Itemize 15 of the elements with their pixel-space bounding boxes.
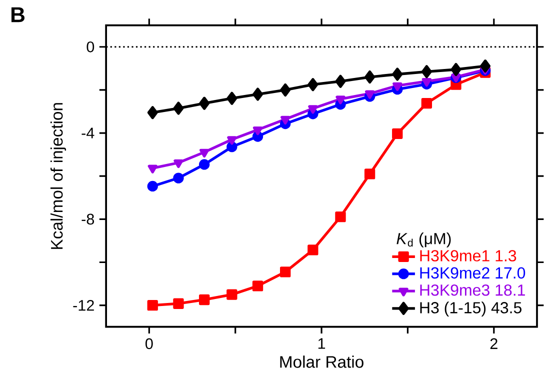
x-tick-label: 1 [318, 338, 326, 350]
y-tick-label: -12 [73, 300, 94, 311]
legend-label: H3K9me1 1.3 [420, 250, 516, 262]
x-tick-label: 0 [146, 338, 153, 350]
y-tick-label: 0 [86, 42, 94, 53]
x-tick-label: 2 [490, 338, 498, 350]
chart-title: B [11, 8, 24, 22]
legend-title: K$_{d}$ (μM) [396, 232, 451, 248]
y-tick-label: -4 [82, 128, 94, 139]
x-axis-title: Molar Ratio [280, 356, 364, 368]
legend-label: H3K9me2 17.0 [420, 267, 526, 279]
y-axis-title: Kcal/mol of injection [50, 103, 66, 250]
legend-label: H3 (1-15) 43.5 [420, 302, 522, 317]
legend-label: H3K9me3 18.1 [420, 284, 525, 296]
y-tick-label: -8 [82, 214, 94, 225]
